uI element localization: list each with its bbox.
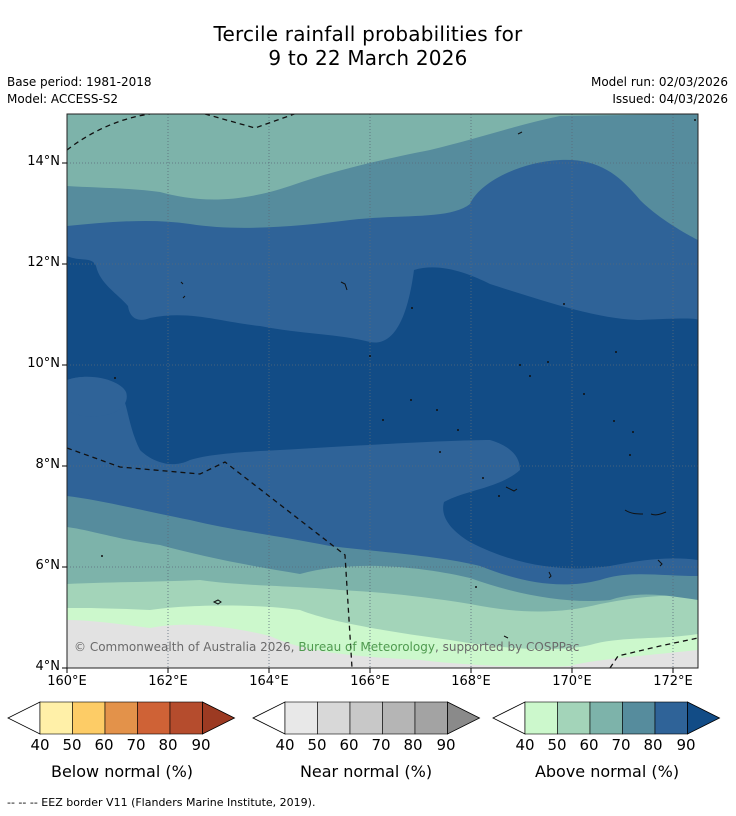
colorbar-segment [589,701,623,735]
near-tick: 70 [371,736,391,754]
colorbar-under-arrow [492,701,526,735]
island-outlines [180,131,667,639]
lon-label-162e: 162°E [148,674,188,689]
colorbar-over-arrow [687,701,721,735]
colorbar-segment [317,701,351,735]
model-run: Model run: 02/03/2026 [590,75,728,89]
below-tick: 70 [126,736,146,754]
lat-label-14n: 14°N [27,154,60,169]
below-tick: 90 [191,736,211,754]
colorbar-segment [382,701,416,735]
colorbar-segment [654,701,688,735]
issued-date: Issued: 04/03/2026 [612,92,728,106]
title-line-2: 9 to 22 March 2026 [268,46,468,70]
below-tick: 50 [62,736,82,754]
colorbar-segment [137,701,171,735]
probability-field [67,114,698,668]
colorbar-over-arrow [202,701,236,735]
bom-link[interactable]: Bureau of Meteorology [298,640,435,654]
colorbar-segment [622,701,656,735]
above-tick: 60 [579,736,599,754]
above-tick: 40 [515,736,535,754]
below-tick: 80 [158,736,178,754]
colorbar-under-arrow [252,701,286,735]
map-frame [66,113,699,669]
eez-footnote: -- -- -- EEZ border V11 (Flanders Marine… [7,796,316,809]
lon-label-172e: 172°E [653,674,693,689]
map-title: Tercile rainfall probabilities for 9 to … [0,22,736,70]
lon-label-168e: 168°E [451,674,491,689]
lon-ticks [66,668,674,673]
copyright-suffix: , supported by COSPPac [434,640,580,654]
above-tick: 70 [611,736,631,754]
near-tick: 50 [307,736,327,754]
above-tick: 50 [547,736,567,754]
below-normal-colorbar [7,701,236,735]
near-normal-colorbar [252,701,481,735]
colorbar-under-arrow [7,701,41,735]
near-tick: 60 [339,736,359,754]
lat-ticks [62,162,67,669]
lon-label-170e: 170°E [552,674,592,689]
lon-label-160e: 160°E [47,674,87,689]
meta-right: Model run: 02/03/2026 Issued: 04/03/2026 [591,74,728,108]
colorbar-segment [39,701,73,735]
above-normal-90-band [67,256,698,569]
near-tick: 80 [403,736,423,754]
colorbar-segment [349,701,383,735]
copyright-prefix: © Commonwealth of Australia 2026, [74,640,299,654]
base-period: Base period: 1981-2018 [7,75,152,89]
atoll-dots [101,119,696,588]
lat-label-12n: 12°N [27,255,60,270]
meta-left: Base period: 1981-2018 Model: ACCESS-S2 [7,74,152,108]
colorbar-segment [104,701,138,735]
eez-border [67,114,698,668]
above-tick: 90 [676,736,696,754]
lon-label-164e: 164°E [249,674,289,689]
above-tick: 80 [643,736,663,754]
colorbar-over-arrow [447,701,481,735]
above-normal-colorbar [492,701,721,735]
colorbar-segment [414,701,448,735]
colorbar-segment [284,701,318,735]
colorbar-segment [557,701,591,735]
above-normal-80-pocket [67,376,127,417]
near-normal-label: Near normal (%) [299,762,433,781]
above-normal-label: Above normal (%) [534,762,680,781]
near-tick: 90 [436,736,456,754]
lat-label-8n: 8°N [35,457,61,472]
colorbar-segment [169,701,203,735]
map-gridlines [67,114,698,668]
lon-label-166e: 166°E [350,674,390,689]
below-tick: 60 [94,736,114,754]
colorbar-segment [72,701,106,735]
below-normal-label: Below normal (%) [50,762,194,781]
lat-label-6n: 6°N [35,558,61,573]
near-tick: 40 [275,736,295,754]
model-name: Model: ACCESS-S2 [7,92,119,106]
title-line-1: Tercile rainfall probabilities for [213,22,523,46]
copyright-notice: © Commonwealth of Australia 2026, Bureau… [74,640,579,654]
colorbar-segment [524,701,558,735]
lat-label-10n: 10°N [27,356,60,371]
lat-label-4n: 4°N [35,659,61,674]
below-tick: 40 [30,736,50,754]
